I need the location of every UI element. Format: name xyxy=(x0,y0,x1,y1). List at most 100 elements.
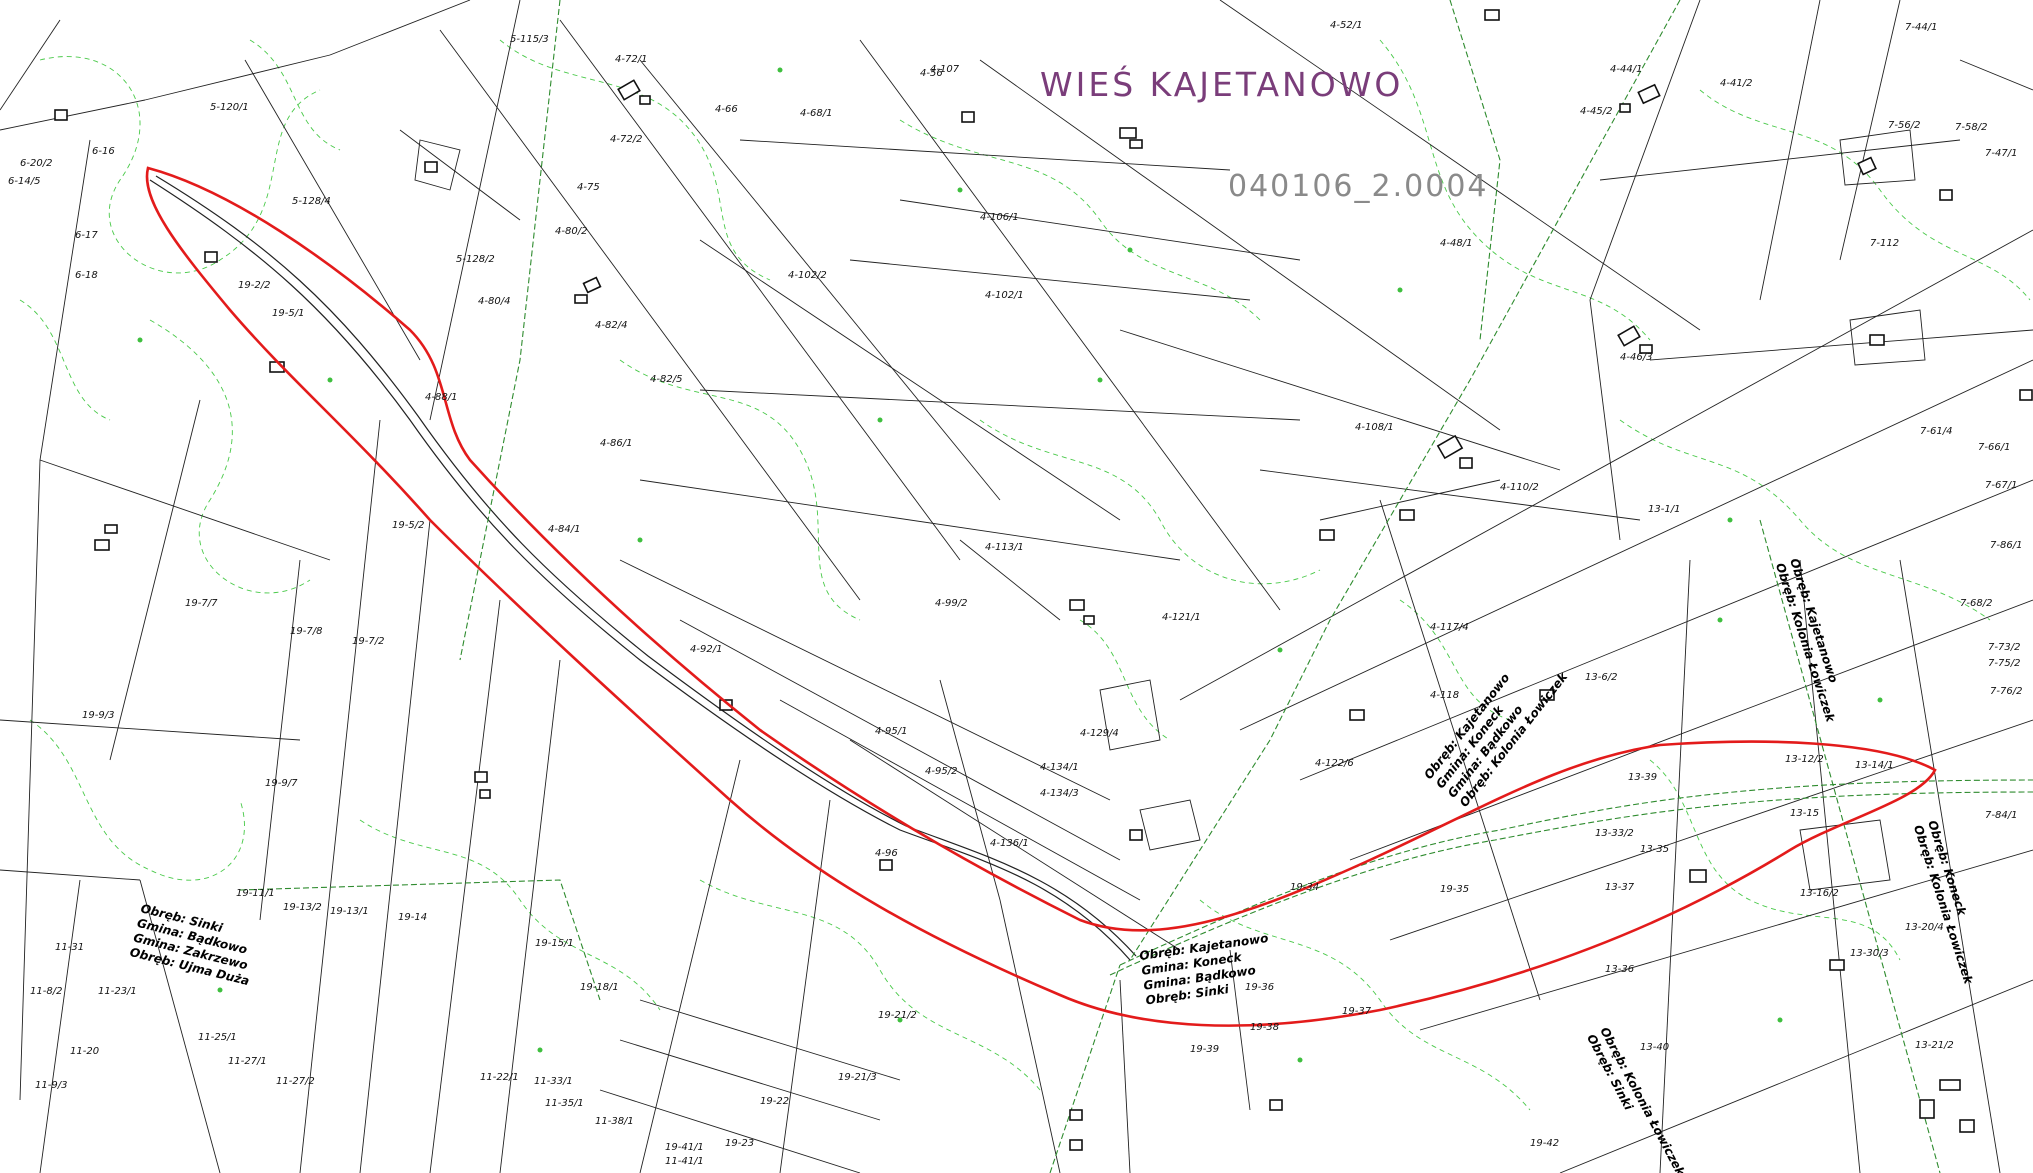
parcel-label: 19-41/1 xyxy=(665,1142,704,1153)
parcel-label: 19-42 xyxy=(1530,1138,1559,1149)
parcel-label: 7-67/1 xyxy=(1985,480,2017,491)
parcel-label: 4-95/2 xyxy=(925,766,957,777)
parcel-label: 4-92/1 xyxy=(690,644,722,655)
precinct-label-sinki-west: Obręb: Sinki Gmina: Bądkowo Gmina: Zakrz… xyxy=(128,901,250,988)
parcel-label: 19-7/7 xyxy=(185,598,218,609)
parcel-label: 19-2/2 xyxy=(238,280,270,291)
parcel-label: 11-35/1 xyxy=(545,1098,584,1109)
parcel-label: 7-66/1 xyxy=(1978,442,2010,453)
parcel-label: 19-22 xyxy=(760,1096,789,1107)
village-title: WIEŚ KAJETANOWO xyxy=(1040,64,1403,104)
parcel-label: 19-7/2 xyxy=(352,636,384,647)
parcel-label: 7-84/1 xyxy=(1985,810,2017,821)
parcel-label: 19-18/1 xyxy=(580,982,619,993)
parcel-label: 19-38 xyxy=(1250,1022,1279,1033)
parcel-label: 19-13/1 xyxy=(330,906,369,917)
parcel-label: 11-8/2 xyxy=(30,986,62,997)
parcel-label: 4-118 xyxy=(1430,690,1459,701)
parcel-label: 19-37 xyxy=(1342,1006,1372,1017)
parcel-label: 13-21/2 xyxy=(1915,1040,1954,1051)
parcel-label: 4-44/1 xyxy=(1610,64,1642,75)
parcel-label: 4-121/1 xyxy=(1162,612,1201,623)
parcel-label: 4-80/2 xyxy=(555,226,587,237)
parcel-label: 4-122/6 xyxy=(1315,758,1354,769)
parcel-label: 11-22/1 xyxy=(480,1072,519,1083)
parcel-label: 13-39 xyxy=(1628,772,1657,783)
survey-marks xyxy=(137,67,1883,1063)
parcel-label: 19-5/2 xyxy=(392,520,424,531)
parcel-label: 19-21/3 xyxy=(838,1072,877,1083)
parcel-label: 4-96 xyxy=(875,848,898,859)
parcel-label: 19-5/1 xyxy=(272,308,304,319)
parcel-label: 19-13/2 xyxy=(283,902,322,913)
parcel-label: 11-9/3 xyxy=(35,1080,67,1091)
parcel-label: 13-16/2 xyxy=(1800,888,1839,899)
precinct-label-kajetanowo-east: Obręb: Kajetanowo Obręb: Kolonia Łowicze… xyxy=(1773,557,1841,725)
parcel-label: 13-36 xyxy=(1605,964,1634,975)
parcel-label: 11-20 xyxy=(70,1046,99,1057)
parcel-label: 19-11/1 xyxy=(236,888,275,899)
parcel-label: 4-56 xyxy=(920,68,943,79)
parcel-label: 4-129/4 xyxy=(1080,728,1119,739)
parcel-label: 7-47/1 xyxy=(1985,148,2017,159)
parcel-label: 4-110/2 xyxy=(1500,482,1539,493)
parcel-label: 4-95/1 xyxy=(875,726,907,737)
parcel-label: 5-120/1 xyxy=(210,102,249,113)
precinct-label-koneck-east: Obręb: Koneck Obręb: Kolonia Łowiczek xyxy=(1911,819,1976,987)
parcel-label: 4-68/1 xyxy=(800,108,832,119)
parcel-label: 4-75 xyxy=(577,182,600,193)
highlighted-area-outline xyxy=(145,166,1937,1027)
parcel-label: 4-107 xyxy=(930,64,960,75)
parcel-label: 4-86/1 xyxy=(600,438,632,449)
precinct-label-lowiczek-south: Obręb: Kolonia Łowiczek Obręb: Sinki xyxy=(1584,1025,1688,1173)
parcel-label: 13-20/4 xyxy=(1905,922,1944,933)
parcel-label: 5-115/3 xyxy=(510,34,549,45)
parcel-label: 11-31 xyxy=(55,942,84,953)
parcel-label: 7-61/4 xyxy=(1920,426,1952,437)
parcel-label: 19-9/3 xyxy=(82,710,114,721)
parcel-label: 4-46/3 xyxy=(1620,352,1652,363)
road-network xyxy=(149,0,2033,1173)
parcel-label: 6-14/5 xyxy=(8,176,40,187)
parcel-label: 19-34 xyxy=(1290,882,1319,893)
parcel-label: 13-6/2 xyxy=(1585,672,1617,683)
parcel-label: 19-23 xyxy=(725,1138,754,1149)
parcel-label: 7-56/2 xyxy=(1888,120,1920,131)
parcel-label: 5-128/2 xyxy=(456,254,495,265)
parcel-label: 7-73/2 xyxy=(1988,642,2020,653)
parcel-label: 11-23/1 xyxy=(98,986,137,997)
parcel-label: 4-102/1 xyxy=(985,290,1024,301)
parcel-label: 4-41/2 xyxy=(1720,78,1752,89)
precinct-label-kajetanowo-south: Obręb: Kajetanowo Gmina: Koneck Gmina: B… xyxy=(1138,931,1269,1008)
parcel-label: 19-15/1 xyxy=(535,938,574,949)
parcel-label: 13-35 xyxy=(1640,844,1669,855)
parcel-label: 6-17 xyxy=(75,230,98,241)
parcel-label: 7-75/2 xyxy=(1988,658,2020,669)
contour-lines xyxy=(19,39,2031,1111)
buildings xyxy=(54,9,2033,1151)
parcel-label: 11-33/1 xyxy=(534,1076,573,1087)
parcel-label: 4-102/2 xyxy=(788,270,827,281)
parcel-label: 19-36 xyxy=(1245,982,1274,993)
parcel-label: 11-41/1 xyxy=(665,1156,704,1167)
parcel-label: 4-88/1 xyxy=(425,392,457,403)
parcel-label: 7-68/2 xyxy=(1960,598,1992,609)
parcel-label: 4-66 xyxy=(715,104,738,115)
parcel-label: 4-82/5 xyxy=(650,374,682,385)
parcel-label: 11-27/1 xyxy=(228,1056,267,1067)
parcel-label: 19-39 xyxy=(1190,1044,1219,1055)
parcel-label: 11-27/2 xyxy=(276,1076,315,1087)
parcel-label: 11-25/1 xyxy=(198,1032,237,1043)
parcel-label: 4-136/1 xyxy=(990,838,1029,849)
parcel-label: 6-20/2 xyxy=(20,158,52,169)
parcel-label: 4-99/2 xyxy=(935,598,967,609)
parcel-label: 4-113/1 xyxy=(985,542,1024,553)
parcel-label: 13-37 xyxy=(1605,882,1635,893)
parcel-label: 4-134/3 xyxy=(1040,788,1079,799)
parcel-label: 7-112 xyxy=(1870,238,1899,249)
parcel-label: 4-48/1 xyxy=(1440,238,1472,249)
parcel-label: 7-76/2 xyxy=(1990,686,2022,697)
parcel-label: 4-117/4 xyxy=(1430,622,1469,633)
